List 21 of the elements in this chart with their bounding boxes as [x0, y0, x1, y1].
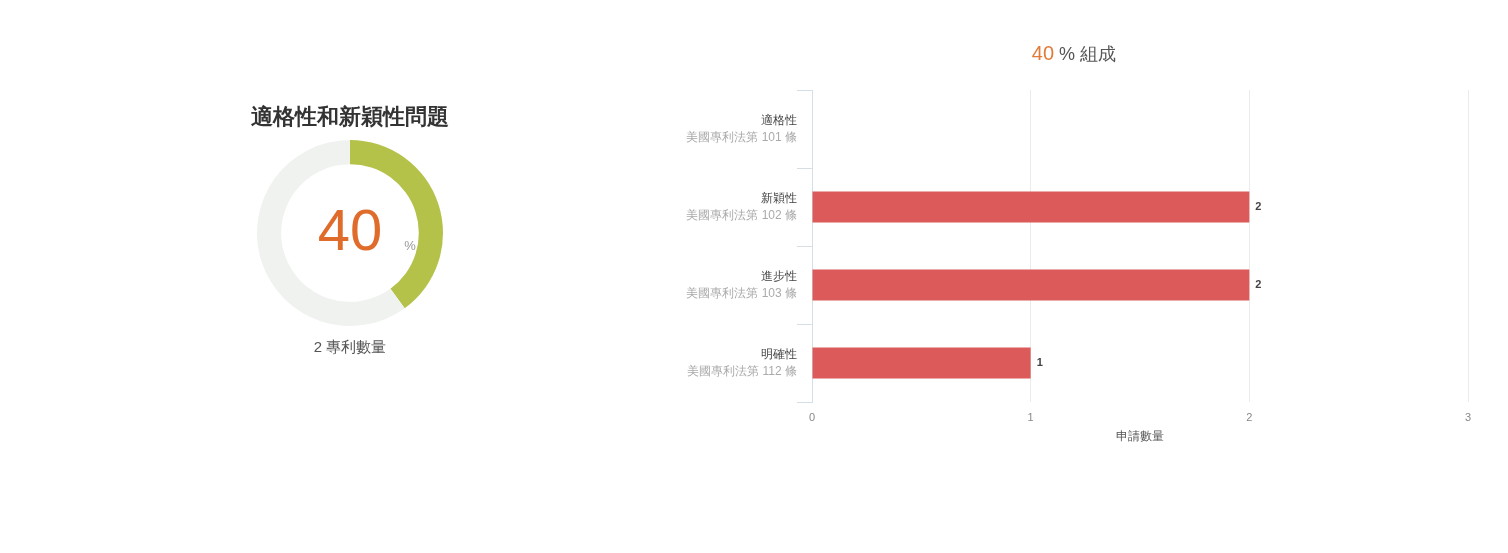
text: 2 專利數量 — [313, 338, 387, 356]
data-label: 2 — [1255, 200, 1262, 213]
y-tick-label: 適格性 — [761, 112, 797, 127]
text: 美國專利法第 102 條 — [686, 207, 797, 222]
text: 美國專利法第 103 條 — [686, 285, 797, 300]
data-label: 2 — [1255, 278, 1262, 291]
text: 美國專利法第 112 條 — [687, 363, 797, 378]
y-tick-label: 進步性 — [761, 268, 797, 283]
x-tick-label: 0 — [808, 410, 816, 423]
chart-title: 適格性和新穎性問題 — [251, 104, 449, 130]
text: 40 — [317, 197, 383, 262]
x-tick-label: 1 — [1027, 410, 1034, 423]
text: 美國專利法第 101 條 — [686, 129, 797, 144]
x-tick-label: 3 — [1464, 410, 1472, 423]
x-axis-title: 申請數量 — [1116, 429, 1164, 444]
chart-title: 40 % 組成 — [1031, 41, 1117, 64]
x-tick-label: 2 — [1246, 410, 1253, 423]
data-label: 1 — [1036, 356, 1043, 369]
y-tick-label: 明確性 — [761, 346, 797, 361]
text: % — [404, 237, 417, 253]
y-tick-label: 新穎性 — [761, 190, 797, 205]
